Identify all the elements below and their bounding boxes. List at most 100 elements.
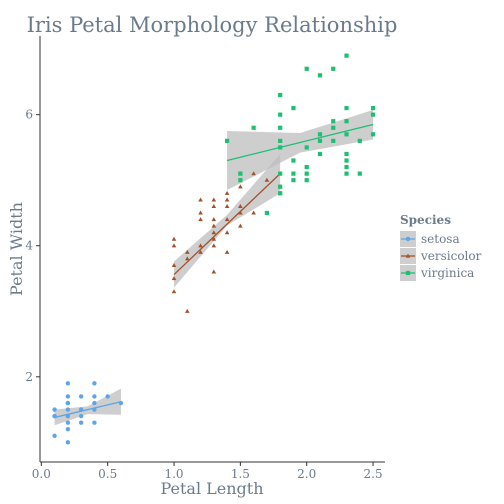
trend-line-virginica (226, 123, 374, 162)
point-virginica (317, 151, 323, 157)
legend-label-virginica: virginica (420, 266, 474, 280)
point-virginica (317, 138, 323, 143)
point-versicolor (211, 269, 217, 274)
point-versicolor (224, 249, 230, 254)
legend-key-versicolor (400, 248, 416, 264)
point-versicolor (211, 197, 217, 202)
point-versicolor (211, 243, 217, 248)
point-setosa (92, 394, 97, 399)
y-axis-ticks: 2 4 6 (25, 108, 40, 384)
point-virginica (291, 105, 296, 111)
x-tick-label: 0.5 (98, 467, 117, 481)
legend-marker-virginica (405, 270, 411, 276)
x-axis-ticks: 0.0 0.5 1.0 1.5 2.0 2.5 (32, 462, 383, 481)
x-tick-label: 2.5 (364, 467, 383, 481)
legend-key-virginica (400, 265, 416, 281)
point-versicolor (238, 210, 243, 215)
x-tick-label: 1.5 (231, 467, 250, 481)
confidence-bands (54, 110, 374, 426)
point-versicolor (171, 262, 177, 267)
point-setosa (65, 440, 71, 445)
point-setosa (78, 394, 84, 399)
point-setosa (92, 381, 97, 386)
chart-title: Iris Petal Morphology Relationship (27, 13, 398, 37)
trend-lines (54, 123, 374, 419)
point-setosa (105, 394, 110, 399)
point-versicolor (198, 249, 203, 254)
point-versicolor (224, 190, 230, 195)
point-virginica (344, 151, 349, 157)
y-tick-label: 4 (25, 239, 33, 253)
point-setosa (78, 413, 84, 419)
point-versicolor (251, 210, 256, 215)
point-versicolor (198, 197, 203, 202)
point-virginica (331, 138, 336, 143)
point-virginica (344, 105, 349, 111)
point-versicolor (238, 223, 243, 228)
point-virginica (370, 132, 376, 137)
point-setosa (65, 400, 71, 406)
point-virginica (224, 138, 230, 143)
point-virginica (238, 178, 243, 183)
legend: Species setosa versicolor virginica (400, 213, 482, 281)
data-points (52, 53, 376, 445)
point-virginica (331, 66, 336, 71)
point-versicolor (224, 197, 230, 202)
y-axis-title: Petal Width (7, 202, 26, 296)
point-virginica (278, 92, 283, 98)
point-virginica (278, 171, 283, 176)
point-virginica (278, 125, 283, 130)
point-virginica (331, 125, 336, 130)
point-versicolor (184, 256, 190, 261)
point-virginica (278, 112, 283, 117)
legend-marker-setosa (405, 236, 411, 242)
point-versicolor (224, 217, 230, 222)
point-versicolor (238, 203, 243, 209)
y-tick-label: 6 (25, 108, 33, 122)
point-virginica (331, 119, 336, 124)
point-virginica (370, 105, 376, 111)
point-virginica (357, 138, 362, 143)
point-versicolor (198, 217, 203, 222)
point-virginica (344, 132, 349, 137)
point-versicolor (211, 217, 217, 222)
point-versicolor (224, 203, 230, 209)
point-setosa (52, 407, 57, 412)
point-versicolor (184, 308, 190, 313)
point-virginica (278, 191, 283, 196)
point-versicolor (251, 171, 256, 176)
point-virginica (370, 112, 376, 117)
point-versicolor (211, 203, 217, 209)
point-setosa (65, 420, 71, 425)
point-setosa (118, 400, 124, 406)
point-setosa (65, 381, 71, 386)
x-tick-label: 0.0 (32, 467, 51, 481)
legend-label-versicolor: versicolor (420, 249, 482, 263)
point-versicolor (211, 236, 217, 241)
point-versicolor (238, 184, 243, 189)
point-setosa (92, 407, 97, 412)
point-setosa (92, 400, 97, 406)
band-virginica (227, 110, 374, 191)
point-versicolor (198, 210, 203, 215)
point-versicolor (171, 243, 177, 248)
point-virginica (278, 184, 283, 189)
point-versicolor (264, 177, 270, 182)
point-virginica (344, 164, 349, 170)
legend-key-setosa (400, 231, 416, 247)
point-setosa (92, 420, 97, 425)
point-virginica (291, 158, 296, 163)
point-virginica (291, 178, 296, 183)
point-versicolor (171, 276, 177, 281)
band-setosa (54, 388, 121, 426)
point-virginica (317, 132, 323, 137)
legend-marker-versicolor (405, 253, 411, 258)
point-setosa (52, 413, 57, 419)
point-virginica (344, 158, 349, 163)
point-virginica (344, 53, 349, 58)
point-virginica (264, 210, 270, 216)
point-virginica (278, 138, 283, 143)
trend-line-versicolor (173, 173, 281, 276)
point-virginica (304, 145, 309, 150)
